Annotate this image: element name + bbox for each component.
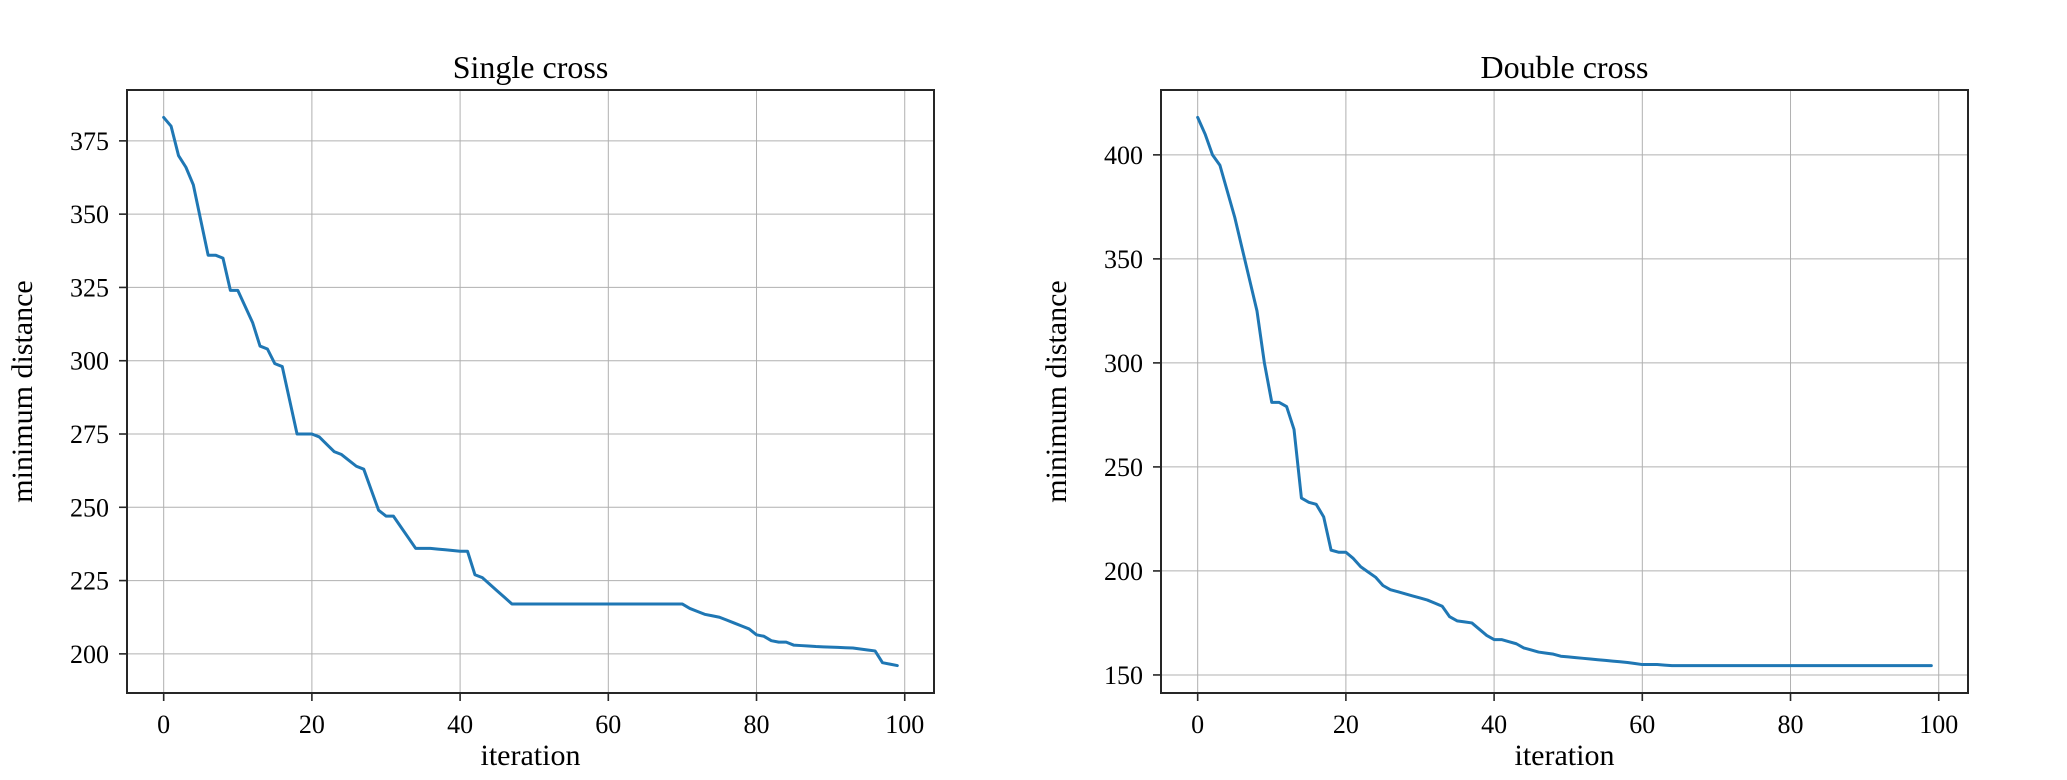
svg-text:minimum distance: minimum distance	[1040, 280, 1073, 502]
svg-text:Single cross: Single cross	[453, 49, 609, 85]
svg-text:225: 225	[70, 567, 109, 596]
svg-text:100: 100	[885, 710, 924, 739]
svg-text:60: 60	[595, 710, 621, 739]
svg-text:350: 350	[1104, 245, 1143, 274]
svg-text:20: 20	[299, 710, 325, 739]
svg-text:80: 80	[744, 710, 770, 739]
svg-text:200: 200	[70, 640, 109, 669]
svg-text:Double cross: Double cross	[1481, 49, 1649, 85]
svg-text:60: 60	[1629, 710, 1655, 739]
svg-text:400: 400	[1104, 141, 1143, 170]
svg-text:250: 250	[1104, 453, 1143, 482]
svg-text:40: 40	[1481, 710, 1507, 739]
svg-text:375: 375	[70, 127, 109, 156]
svg-text:iteration: iteration	[481, 739, 581, 772]
svg-text:325: 325	[70, 273, 109, 302]
svg-text:20: 20	[1333, 710, 1359, 739]
svg-text:300: 300	[70, 347, 109, 376]
svg-text:100: 100	[1919, 710, 1958, 739]
svg-text:300: 300	[1104, 349, 1143, 378]
svg-text:250: 250	[70, 493, 109, 522]
svg-text:iteration: iteration	[1515, 739, 1615, 772]
svg-text:80: 80	[1778, 710, 1804, 739]
svg-text:minimum distance: minimum distance	[6, 280, 39, 502]
svg-text:350: 350	[70, 200, 109, 229]
svg-text:200: 200	[1104, 557, 1143, 586]
svg-text:0: 0	[1191, 710, 1204, 739]
svg-text:0: 0	[157, 710, 170, 739]
svg-text:40: 40	[447, 710, 473, 739]
svg-text:150: 150	[1104, 661, 1143, 690]
svg-text:275: 275	[70, 420, 109, 449]
